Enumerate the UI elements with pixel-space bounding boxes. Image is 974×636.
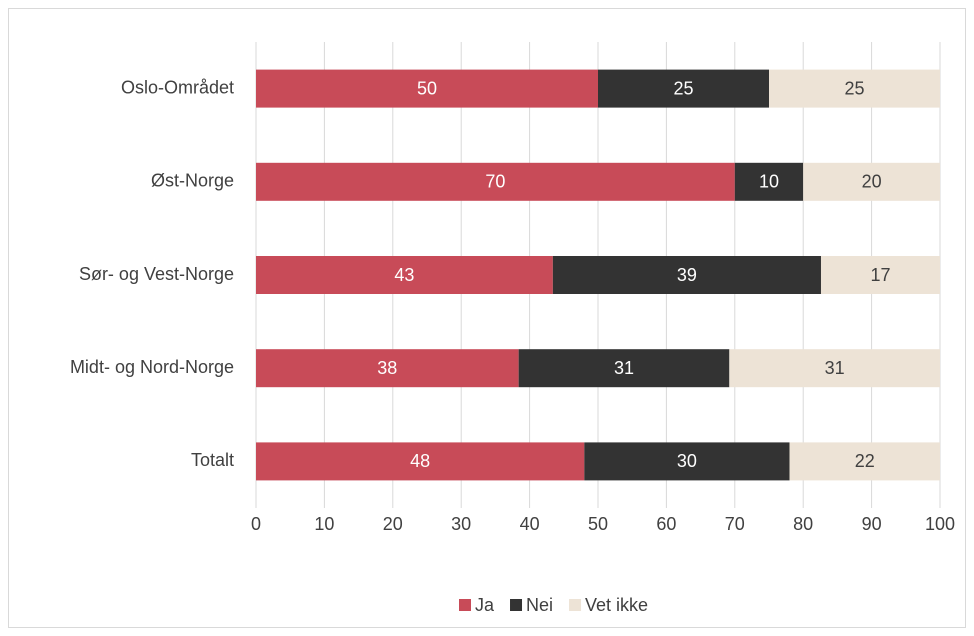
x-tick-label: 90 — [862, 514, 882, 534]
data-label: 38 — [377, 358, 397, 378]
x-tick-label: 0 — [251, 514, 261, 534]
data-label: 30 — [677, 451, 697, 471]
x-tick-label: 30 — [451, 514, 471, 534]
data-label: 48 — [410, 451, 430, 471]
bar-segment — [789, 442, 940, 481]
y-tick-label: Totalt — [191, 450, 234, 470]
data-label: 31 — [825, 358, 845, 378]
x-tick-label: 60 — [656, 514, 676, 534]
data-label: 22 — [855, 451, 875, 471]
bar-segment — [256, 349, 519, 388]
x-tick-label: 80 — [793, 514, 813, 534]
bar-segment — [769, 69, 940, 108]
bar-segment — [729, 349, 940, 388]
y-tick-label: Øst-Norge — [151, 171, 234, 191]
legend-label: Nei — [526, 595, 553, 615]
x-tick-label: 40 — [520, 514, 540, 534]
x-tick-label: 70 — [725, 514, 745, 534]
bar-segment — [820, 256, 940, 294]
data-label: 31 — [614, 358, 634, 378]
data-label: 43 — [394, 265, 414, 285]
data-label: 39 — [677, 265, 697, 285]
bar-segment — [552, 256, 821, 294]
bar-segment — [518, 349, 730, 388]
legend-swatch — [569, 599, 582, 611]
x-tick-label: 20 — [383, 514, 403, 534]
bar-segment — [584, 442, 790, 481]
legend-label: Vet ikke — [585, 595, 648, 615]
bar-segment — [256, 162, 735, 201]
bar-segment — [256, 69, 598, 108]
bar-segment — [598, 69, 769, 108]
y-tick-label: Sør- og Vest-Norge — [79, 264, 234, 284]
chart-border — [8, 8, 966, 628]
data-label: 25 — [673, 78, 693, 98]
bar-segment — [256, 256, 553, 294]
y-tick-label: Midt- og Nord-Norge — [70, 357, 234, 377]
data-label: 17 — [870, 265, 890, 285]
data-label: 70 — [485, 172, 505, 192]
x-tick-label: 10 — [314, 514, 334, 534]
data-label: 10 — [759, 172, 779, 192]
x-tick-label: 50 — [588, 514, 608, 534]
bar-segment — [256, 442, 585, 481]
legend-swatch — [510, 599, 523, 611]
bar-segment — [803, 162, 940, 201]
data-label: 25 — [844, 78, 864, 98]
bar-segment — [734, 162, 804, 201]
x-tick-label: 100 — [925, 514, 955, 534]
legend-swatch — [459, 599, 471, 611]
y-tick-label: Oslo-Området — [121, 77, 234, 97]
legend-label: Ja — [475, 595, 495, 615]
data-label: 20 — [862, 172, 882, 192]
data-label: 50 — [417, 78, 437, 98]
